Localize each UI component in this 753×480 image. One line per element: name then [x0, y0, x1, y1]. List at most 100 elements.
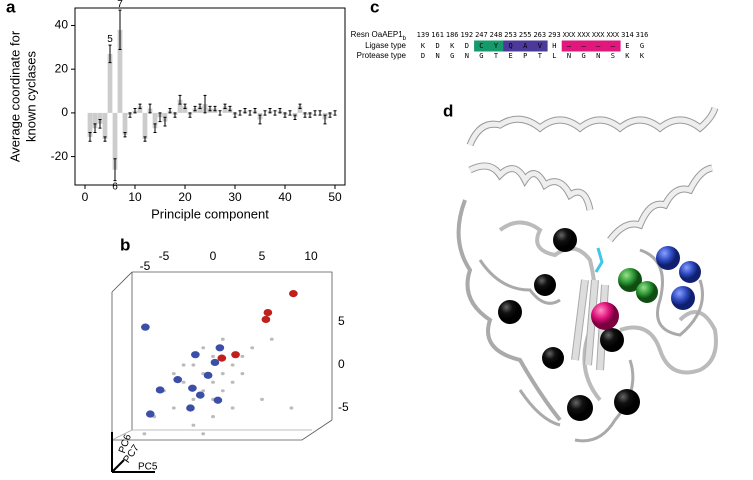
- error-bar: [123, 132, 127, 138]
- column-header: 161: [431, 31, 444, 39]
- x-tick-label: 30: [228, 190, 242, 204]
- column-header: XXX: [563, 31, 576, 39]
- x-tick-label: 20: [178, 190, 192, 204]
- error-bar: [208, 105, 212, 112]
- error-bar: [308, 112, 312, 118]
- cell: V: [538, 42, 543, 50]
- column-header: XXX: [577, 31, 590, 39]
- header-subscript: b: [403, 36, 407, 42]
- point: [203, 371, 213, 379]
- point: [211, 354, 215, 358]
- error-bar: [298, 103, 302, 110]
- highlight-cell: [561, 40, 577, 52]
- x-axis-title: PC5: [138, 462, 158, 473]
- point: [250, 346, 255, 350]
- highlight-cell: [517, 40, 533, 52]
- column-header: 255: [519, 31, 532, 39]
- cell: G: [450, 52, 454, 60]
- point: [231, 351, 240, 359]
- bar: [142, 112, 148, 140]
- row-label: Resn OaAEP1b: [351, 30, 407, 41]
- cell: E: [625, 42, 629, 50]
- y-tick-label: 40: [55, 18, 69, 32]
- error-bar: [213, 105, 217, 112]
- z-tick-label: -5: [140, 259, 151, 273]
- x-tick-label: 40: [278, 190, 292, 204]
- x-axis-title: Principle component: [151, 206, 269, 221]
- point: [220, 389, 225, 393]
- error-bar: [323, 114, 327, 125]
- bar: [182, 106, 188, 113]
- cell: K: [450, 42, 455, 50]
- cell: Y: [494, 42, 499, 50]
- bar: [107, 53, 113, 113]
- error-bar: [223, 103, 227, 110]
- x-tick-label: 5: [259, 249, 266, 263]
- highlight-cell: [532, 40, 548, 52]
- error-bar: [118, 9, 122, 51]
- error-bar: [273, 110, 277, 116]
- error-bar: [228, 105, 232, 112]
- error-bar: [178, 94, 182, 105]
- bar: [197, 106, 203, 113]
- annotation: 5: [107, 34, 113, 45]
- bar: [97, 112, 103, 124]
- point: [289, 290, 298, 298]
- error-bar: [143, 136, 147, 142]
- error-bar: [93, 123, 97, 134]
- point: [181, 380, 186, 384]
- point: [261, 315, 271, 324]
- cell: T: [494, 52, 499, 60]
- point: [171, 372, 176, 376]
- cell: S: [611, 52, 615, 60]
- y-axis-title: known cyclases: [23, 50, 38, 142]
- error-bar: [108, 44, 112, 64]
- point: [191, 351, 200, 359]
- point: [155, 386, 165, 394]
- cell: C: [479, 42, 483, 50]
- error-bar: [268, 108, 272, 114]
- cell: N: [435, 52, 439, 60]
- column-header: XXX: [606, 31, 619, 39]
- protein-structure: [456, 106, 719, 443]
- column-header: 192: [460, 31, 473, 39]
- point: [263, 308, 273, 317]
- cell: K: [421, 42, 426, 50]
- y-tick-label: 5: [338, 314, 345, 328]
- column-header: XXX: [592, 31, 605, 39]
- point: [269, 337, 274, 341]
- y-tick-label: 0: [338, 357, 345, 371]
- error-bar: [153, 123, 157, 134]
- bar: [177, 99, 183, 113]
- cell: –: [611, 42, 616, 50]
- bar: [92, 112, 98, 129]
- column-header: 314: [621, 31, 634, 39]
- cell: G: [581, 52, 585, 60]
- column-header: 263: [533, 31, 546, 39]
- error-bar: [258, 114, 262, 125]
- x-tick-label: 10: [304, 249, 318, 263]
- cell: K: [640, 52, 645, 60]
- point: [220, 372, 225, 376]
- axes-box: [111, 271, 333, 441]
- row-label: Protease type: [357, 51, 407, 60]
- error-bar: [328, 112, 332, 118]
- bar: [102, 112, 108, 140]
- error-bar: [168, 108, 172, 114]
- error-bar: [188, 112, 192, 118]
- point: [211, 415, 215, 419]
- error-bar: [148, 103, 152, 114]
- error-bar: [128, 112, 132, 118]
- point: [215, 344, 225, 352]
- cell: E: [508, 52, 512, 60]
- column-header: 248: [490, 31, 503, 39]
- error-bar: [183, 103, 187, 110]
- x-tick-label: 10: [128, 190, 142, 204]
- point: [181, 363, 186, 367]
- panel-label: d: [443, 101, 453, 120]
- axis-arrows: [111, 432, 155, 473]
- point: [211, 380, 215, 384]
- bar: [87, 112, 93, 137]
- panel-label: c: [370, 0, 379, 16]
- x-tick-label: -5: [159, 249, 170, 263]
